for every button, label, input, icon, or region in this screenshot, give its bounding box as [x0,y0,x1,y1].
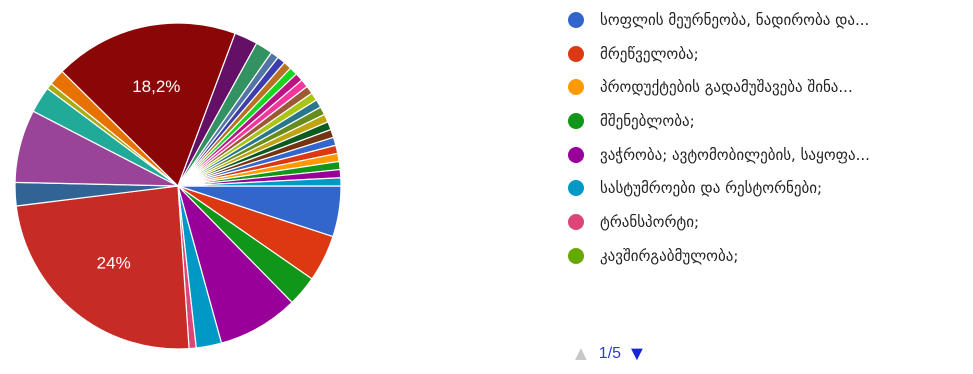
legend-label: ვაჭრობა; ავტომობილების, საყოფა... [600,145,870,164]
slice-percent-label: 18,2% [132,77,180,96]
legend-item[interactable]: სოფლის მეურნეობა, ნადირობა და... [568,3,968,37]
legend-pager: ▲ 1/5 ▼ [571,344,647,364]
legend-item[interactable]: ვაჭრობა; ავტომობილების, საყოფა... [568,138,968,172]
legend-label: ტრანსპორტი; [600,212,700,231]
legend-item[interactable]: კავშირგაბმულობა; [568,239,968,273]
legend-swatch [568,247,584,264]
legend-swatch [568,180,584,197]
legend-swatch [568,79,584,96]
pie-slice[interactable] [177,177,342,187]
legend-label: სოფლის მეურნეობა, ნადირობა და... [600,10,870,29]
legend-swatch [568,112,584,129]
legend-item[interactable]: პროდუქტების გადამუშავება შინა... [568,70,968,104]
legend-item[interactable]: მრეწველობა; [568,37,968,71]
slice-percent-label: 24% [97,253,131,272]
legend: სოფლის მეურნეობა, ნადირობა და... მრეწველო… [568,0,968,273]
pie-chart: 24% 18,2% [14,22,342,350]
pie-slice[interactable] [61,22,236,188]
legend-swatch [568,11,584,28]
legend-swatch [568,146,584,163]
page-indicator: 1/5 [598,345,622,362]
legend-swatch [568,213,584,230]
next-page-icon[interactable]: ▼ [627,343,647,365]
pie-slice[interactable] [15,185,190,350]
legend-item[interactable]: ტრანსპორტი; [568,205,968,239]
legend-label: სასტუმროები და რესტორნები; [600,179,823,198]
legend-label: მრეწველობა; [600,44,699,63]
legend-label: პროდუქტების გადამუშავება შინა... [600,78,853,97]
legend-item[interactable]: სასტუმროები და რესტორნები; [568,171,968,205]
legend-item[interactable]: მშენებლობა; [568,104,968,138]
legend-label: მშენებლობა; [600,111,695,130]
legend-swatch [568,45,584,62]
legend-label: კავშირგაბმულობა; [600,246,739,265]
previous-page-icon[interactable]: ▲ [571,343,591,365]
